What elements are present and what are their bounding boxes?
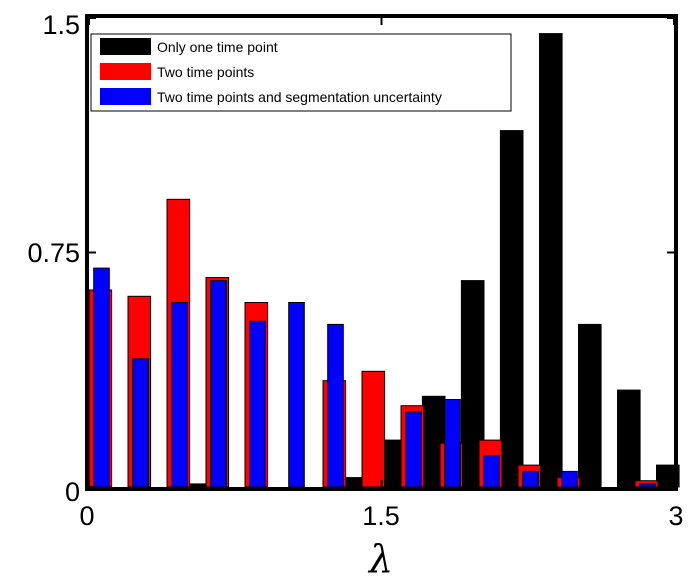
- legend-swatch-only-one: [100, 38, 151, 55]
- y-tick-label-bottom: 0: [65, 477, 80, 507]
- bar-segmentation-8: [405, 411, 422, 488]
- bar-segmentation-5: [288, 302, 305, 488]
- bar-segmentation-6: [327, 323, 344, 488]
- x-axis-label: λ: [367, 537, 393, 579]
- legend-label-only-one: Only one time point: [157, 39, 278, 55]
- legend-swatch-segmentation: [100, 88, 151, 105]
- legend-box: [90, 33, 512, 112]
- plot-frame: [85, 14, 678, 491]
- bar-segmentation-9: [444, 399, 461, 488]
- bar-segmentation-14: [639, 483, 656, 488]
- bar-only-one-10: [499, 130, 524, 488]
- bar-only-one-11: [539, 33, 563, 488]
- bar-segmentation-1: [132, 358, 149, 488]
- y-tick-label-top: 1.5: [42, 10, 80, 40]
- bar-only-one-13: [617, 389, 641, 488]
- legend-label-two-points: Two time points: [157, 64, 254, 80]
- bar-only-one-12: [578, 323, 602, 488]
- bar-two-points-7: [361, 370, 386, 488]
- bar-segmentation-12: [561, 470, 578, 488]
- bar-segmentation-10: [483, 455, 500, 488]
- bar-segmentation-3: [210, 280, 227, 488]
- x-tick-label-left: 0: [79, 501, 94, 531]
- bars-layer: [88, 33, 680, 488]
- y-tick-label-mid: 0.75: [27, 238, 80, 268]
- axis-ticks: [88, 17, 675, 488]
- x-tick-label-mid: 1.5: [362, 501, 400, 531]
- legend-label-segmentation: Two time points and segmentation uncerta…: [157, 89, 442, 105]
- bar-segmentation-4: [249, 320, 266, 488]
- legend: Only one time point Two time points Two …: [90, 33, 512, 112]
- bar-segmentation-2: [171, 302, 188, 488]
- x-tick-label-right: 3: [668, 501, 683, 531]
- bar-segmentation-11: [522, 470, 539, 488]
- legend-swatch-two-points: [100, 63, 151, 80]
- bar-segmentation-0: [93, 267, 110, 488]
